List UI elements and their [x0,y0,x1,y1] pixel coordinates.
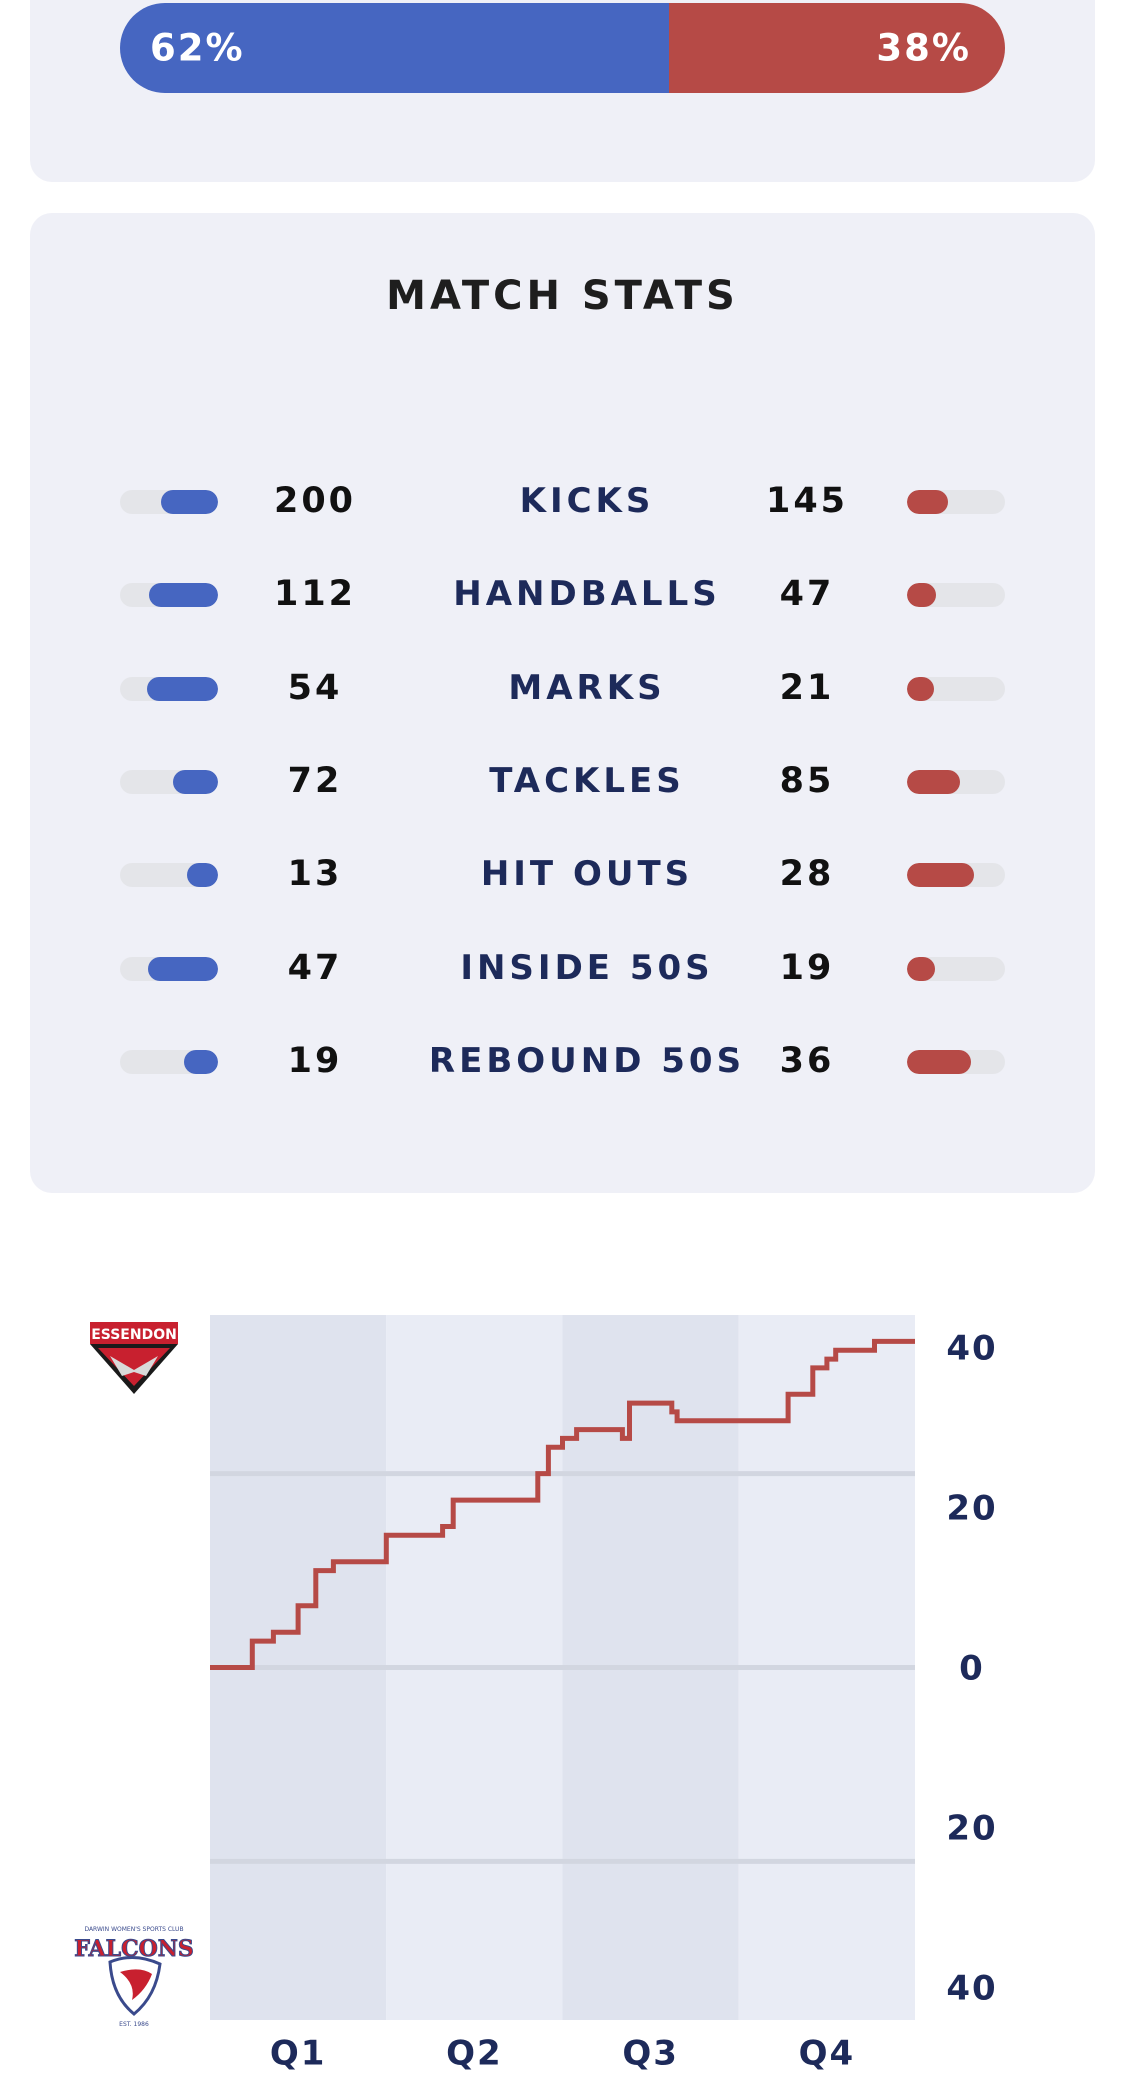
stat-label: KICKS [519,481,655,521]
stat-left-bar [120,769,218,794]
x-axis-ticks: Q1 Q2 Q3 Q4 [270,2034,856,2074]
stat-right-fill [907,769,960,794]
stat-right-bar [907,863,1005,888]
possession-right-label: 38% [876,26,971,70]
stat-right-bar [907,956,1005,981]
stat-left-bar [120,1049,218,1074]
falcons-logo-text: FALCONS [74,1936,194,1962]
stat-row: 72 TACKLES 85 [30,751,1095,811]
essendon-logo-icon: ESSENDON [90,1322,178,1394]
stat-right-bar [907,769,1005,794]
falcons-logo-icon: DARWIN WOMEN'S SPORTS CLUB FALCONS EST. … [74,1926,195,2028]
stat-label: HIT OUTS [480,854,694,895]
stat-right-fill [907,583,937,608]
stat-left-value: 47 [287,947,343,988]
falcons-logo-est-text: EST. 1986 [119,2021,149,2028]
stat-left-bar [120,676,218,701]
stat-left-bar [120,956,218,981]
stat-left-fill [148,956,218,981]
stat-row: 19 REBOUND 50S 36 [30,1031,1095,1091]
possession-left-segment: 62% [120,3,669,93]
stat-right-fill [907,1049,971,1074]
stat-row: 200 KICKS 145 [30,471,1095,531]
stat-label: TACKLES [489,760,685,801]
stat-label: REBOUND 50S [428,1040,746,1081]
stat-right-bar [907,583,1005,608]
stat-left-value: 54 [287,667,343,708]
stat-left-fill [186,863,218,888]
stat-left-fill [161,490,218,514]
stat-right-value: 36 [779,1040,835,1081]
stat-right-value: 21 [779,667,835,708]
stat-right-fill [907,863,974,888]
stat-left-value: 112 [273,574,357,615]
stat-left-bar [120,490,218,514]
stat-row: 54 MARKS 21 [30,658,1095,718]
stat-row: 47 INSIDE 50S 19 [30,938,1095,998]
falcons-logo-top-text: DARWIN WOMEN'S SPORTS CLUB [84,1926,183,1933]
x-tick-label: Q3 [622,2034,679,2074]
stat-right-value: 85 [779,760,835,801]
gridlines [210,1471,915,1864]
possession-left-label: 62% [150,26,245,70]
stat-right-bar [907,1049,1005,1074]
stat-right-fill [907,676,935,701]
stat-right-fill [907,956,936,981]
y-tick-label: 20 [946,1489,997,1529]
x-tick-label: Q2 [446,2034,503,2074]
stat-right-bar [907,676,1005,701]
stat-right-value: 47 [779,574,835,615]
stat-right-fill [907,490,949,514]
stat-left-fill [149,583,218,608]
stat-label: MARKS [508,667,666,708]
score-worm-line [210,1338,915,1670]
x-tick-label: Q4 [799,2034,856,2074]
stat-left-value: 200 [273,481,357,521]
score-worm-chart: 40 20 0 20 40 Q1 Q2 Q3 Q4 ESSENDON DARWIN WOMEN… [74,1315,997,2074]
possession-right-segment: 38% [668,3,1005,93]
y-axis-ticks: 40 20 0 20 40 [946,1329,997,2009]
stat-right-value: 145 [765,481,849,521]
stat-right-value: 28 [779,854,835,895]
stat-label: HANDBALLS [453,574,721,615]
y-tick-label: 0 [959,1649,985,1689]
stat-right-bar [907,490,1005,514]
stat-left-value: 13 [287,854,343,895]
stat-row: 13 HIT OUTS 28 [30,844,1095,904]
possession-bar: 62% 38% [120,3,1005,93]
stat-left-bar [120,583,218,608]
essendon-logo-text: ESSENDON [91,1327,177,1343]
possession-card: 62% 38% [30,0,1095,182]
y-tick-label: 40 [946,1329,997,1369]
stat-left-fill [183,1049,218,1074]
stat-left-fill [172,769,218,794]
stat-left-fill [147,676,218,701]
stat-right-value: 19 [779,947,835,988]
match-stats-card: MATCH STATS 200 KICKS 145 112 HANDBALLS 47 54 M… [30,213,1095,1193]
stat-left-value: 19 [287,1040,343,1081]
match-stats-title: MATCH STATS [386,273,739,319]
x-tick-label: Q1 [270,2034,327,2074]
stat-row: 112 HANDBALLS 47 [30,564,1095,624]
stat-left-bar [120,863,218,888]
stat-label: INSIDE 50S [460,947,714,988]
y-tick-label: 40 [946,1969,997,2009]
y-tick-label: 20 [946,1809,997,1849]
stat-left-value: 72 [287,760,343,801]
